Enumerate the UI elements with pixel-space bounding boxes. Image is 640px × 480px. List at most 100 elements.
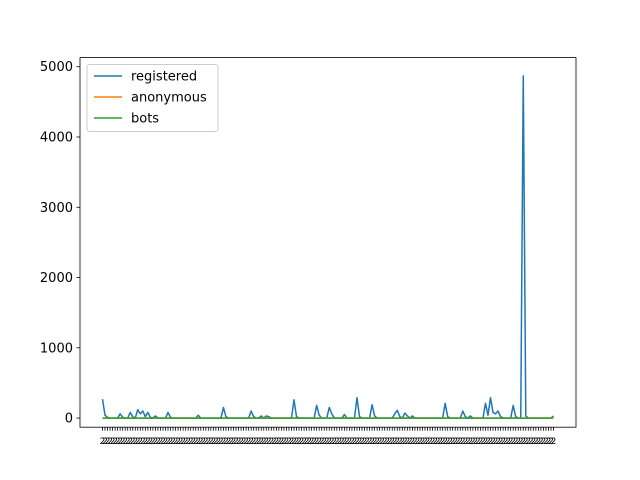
x-tick-label: 2	[286, 437, 292, 447]
x-tick-label: 2	[281, 437, 287, 447]
x-tick-label: 2	[228, 437, 234, 447]
x-tick-label: 2	[415, 437, 421, 447]
x-tick-label: 2	[425, 437, 431, 447]
legend-label-bots: bots	[131, 112, 159, 127]
legend-box	[86, 64, 219, 132]
x-tick-label: 2	[311, 437, 317, 447]
x-tick-label: 2	[372, 437, 378, 447]
x-tick-label: 2	[344, 437, 350, 447]
x-tick-label: 2	[357, 437, 363, 447]
x-tick-label: 2	[523, 437, 529, 447]
x-tick-label: 2	[273, 437, 279, 447]
x-tick-label: 2	[137, 437, 143, 447]
x-tick-label: 2	[271, 437, 277, 447]
x-tick-label: 2	[460, 437, 466, 447]
x-tick-label: 2	[503, 437, 509, 447]
x-tick-label: 2	[165, 437, 171, 447]
x-tick-label: 2	[427, 437, 433, 447]
x-tick-label: 2	[359, 437, 365, 447]
x-tick-label: 2	[314, 437, 320, 447]
x-tick-label: 2	[195, 437, 201, 447]
x-tick-label: 2	[180, 437, 186, 447]
x-tick-label: 2	[478, 437, 484, 447]
x-tick-label: 2	[399, 437, 405, 447]
x-tick-label: 2	[142, 437, 148, 447]
x-tick-label: 2	[510, 437, 516, 447]
legend-label-registered: registered	[131, 70, 197, 85]
x-tick-label: 2	[367, 437, 373, 447]
x-tick-label: 2	[238, 437, 244, 447]
x-tick-label: 2	[210, 437, 216, 447]
x-tick-label: 2	[102, 437, 108, 447]
x-tick-label: 2	[495, 437, 501, 447]
x-tick-label: 2	[334, 437, 340, 447]
x-tick-label: 2	[389, 437, 395, 447]
x-tick-label: 2	[404, 437, 410, 447]
x-tick-label: 2	[226, 437, 232, 447]
x-tick-label: 2	[168, 437, 174, 447]
x-tick-label: 2	[543, 437, 549, 447]
x-tick-label: 2	[475, 437, 481, 447]
x-tick-label: 2	[160, 437, 166, 447]
x-tick-label: 2	[498, 437, 504, 447]
x-tick-label: 2	[145, 437, 151, 447]
x-tick-label: 2	[336, 437, 342, 447]
y-tick-label: 1000	[40, 341, 73, 356]
x-tick-label: 2	[379, 437, 385, 447]
x-tick-label: 2	[221, 437, 227, 447]
x-tick-label: 2	[362, 437, 368, 447]
x-tick-label: 2	[163, 437, 169, 447]
x-tick-label: 2	[488, 437, 494, 447]
x-tick-label: 2	[410, 437, 416, 447]
x-tick-label: 2	[480, 437, 486, 447]
x-tick-label: 2	[473, 437, 479, 447]
x-tick-label: 2	[490, 437, 496, 447]
x-tick-label: 2	[148, 437, 154, 447]
x-tick-label: 2	[117, 437, 123, 447]
x-tick-label: 2	[533, 437, 539, 447]
x-axis: 2222222222222222222222222222222222222222…	[100, 427, 556, 447]
x-tick-label: 2	[110, 437, 116, 447]
x-tick-label: 2	[324, 437, 330, 447]
x-tick-label: 2	[470, 437, 476, 447]
x-tick-label: 2	[339, 437, 345, 447]
x-tick-label: 2	[135, 437, 141, 447]
x-tick-label: 2	[132, 437, 138, 447]
x-tick-label: 2	[248, 437, 254, 447]
x-tick-label: 2	[326, 437, 332, 447]
x-tick-label: 2	[218, 437, 224, 447]
x-tick-label: 2	[299, 437, 305, 447]
x-tick-label: 2	[538, 437, 544, 447]
x-tick-label: 2	[284, 437, 290, 447]
x-tick-label: 2	[153, 437, 159, 447]
x-tick-label: 2	[190, 437, 196, 447]
x-tick-label: 2	[536, 437, 542, 447]
x-tick-label: 2	[122, 437, 128, 447]
x-tick-label: 2	[127, 437, 133, 447]
y-axis: 0 1000 2000 3000 4000 5000	[40, 60, 80, 427]
x-tick-label: 2	[432, 437, 438, 447]
y-tick-label: 3000	[40, 201, 73, 216]
x-tick-label: 2	[329, 437, 335, 447]
x-tick-label: 2	[256, 437, 262, 447]
x-tick-label: 2	[261, 437, 267, 447]
x-tick-label: 2	[546, 437, 552, 447]
x-tick-label: 2	[251, 437, 257, 447]
x-tick-label: 2	[321, 437, 327, 447]
x-tick-label: 2	[394, 437, 400, 447]
x-tick-label: 2	[158, 437, 164, 447]
x-tick-label: 2	[205, 437, 211, 447]
x-tick-label: 2	[130, 437, 136, 447]
x-tick-label: 2	[223, 437, 229, 447]
x-tick-label: 2	[407, 437, 413, 447]
x-tick-label: 2	[294, 437, 300, 447]
x-tick-label: 2	[319, 437, 325, 447]
x-tick-label: 2	[276, 437, 282, 447]
x-tick-label: 2	[107, 437, 113, 447]
x-tick-label: 2	[347, 437, 353, 447]
x-tick-label: 2	[125, 437, 131, 447]
x-tick-label: 2	[236, 437, 242, 447]
x-tick-label: 2	[289, 437, 295, 447]
x-tick-label: 2	[520, 437, 526, 447]
x-tick-label: 2	[316, 437, 322, 447]
